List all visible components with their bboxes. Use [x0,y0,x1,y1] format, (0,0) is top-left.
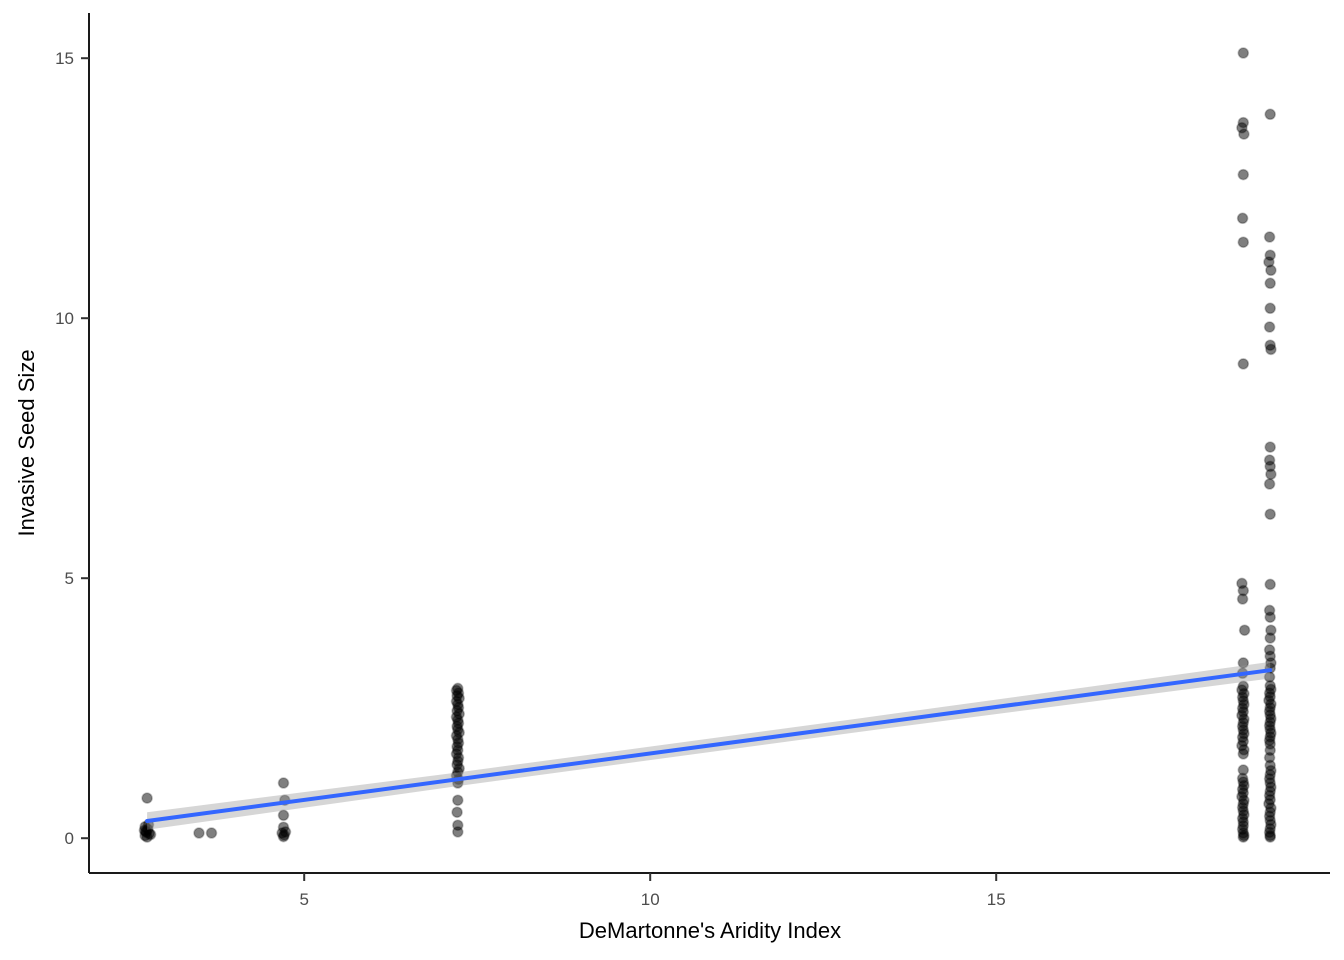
data-point [453,795,463,805]
data-point [452,807,462,817]
data-point [1265,278,1275,288]
scatter-plot-figure: 51015 051015 DeMartonne's Aridity Index … [0,0,1344,960]
data-point [1238,359,1248,369]
y-tick-label: 0 [65,829,74,848]
y-tick-label: 10 [55,309,74,328]
data-point [1238,237,1248,247]
data-point [1265,479,1275,489]
y-tick-label: 15 [55,49,74,68]
data-point [1265,303,1275,313]
data-point [1238,594,1248,604]
data-point [1265,832,1275,842]
x-tick-label: 5 [299,890,308,909]
data-point [1265,442,1275,452]
data-point [279,832,289,842]
data-point [1265,612,1275,622]
data-point [207,828,217,838]
data-point [1266,265,1276,275]
data-point [1265,109,1275,119]
y-axis-title: Invasive Seed Size [14,349,39,536]
data-point [279,810,289,820]
data-point [1238,48,1248,58]
data-point [1238,213,1248,223]
data-point [279,778,289,788]
data-point [1238,749,1248,759]
data-point [1266,344,1276,354]
x-axis-title: DeMartonne's Aridity Index [579,918,841,943]
data-point [1265,322,1275,332]
x-tick-label: 15 [987,890,1006,909]
data-point [194,828,204,838]
y-tick-label: 5 [65,569,74,588]
regression-line [147,670,1270,821]
data-point [1238,170,1248,180]
x-tick-label: 10 [641,890,660,909]
data-point [1240,625,1250,635]
data-point [1266,469,1276,479]
data-point [1265,509,1275,519]
data-point [142,793,152,803]
y-axis-ticks: 0 5 10 15 [55,49,89,848]
data-point [1265,633,1275,643]
data-point [1239,129,1249,139]
data-point [1238,832,1248,842]
scatter-plot-canvas: 51015 051015 DeMartonne's Aridity Index … [0,0,1344,960]
data-point [453,827,463,837]
data-point [1265,232,1275,242]
x-axis-ticks: 5 10 15 [299,873,1005,909]
data-point [1265,579,1275,589]
data-points-layer [139,48,1276,842]
